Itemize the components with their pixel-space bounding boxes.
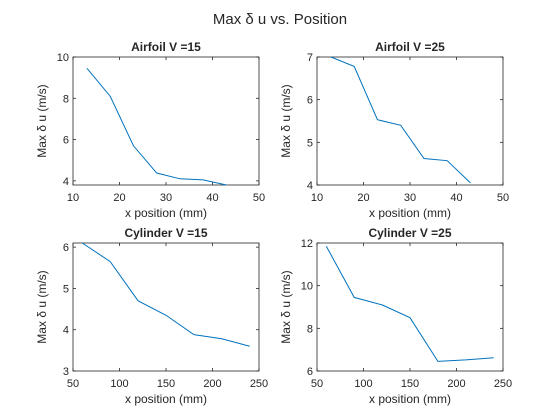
x-tick-label: 50 <box>311 378 323 390</box>
x-tick-label: 150 <box>157 378 175 390</box>
x-tick-label: 50 <box>67 378 79 390</box>
y-tick-label: 4 <box>63 325 69 337</box>
x-tick-label: 50 <box>497 192 509 204</box>
data-point <box>422 157 425 160</box>
x-tick-label: 10 <box>67 192 79 204</box>
x-tick-label: 40 <box>206 192 218 204</box>
series-line-airfoil-v15 <box>86 68 227 186</box>
data-point <box>446 159 449 162</box>
y-axis-label: Max δ u (m/s) <box>279 84 293 157</box>
axes-box-airfoil-v25 <box>316 56 504 186</box>
data-point <box>178 177 181 180</box>
y-axis-label: Max δ u (m/s) <box>35 84 49 157</box>
data-point <box>109 260 112 263</box>
series-line-cylinder-v15 <box>82 242 250 347</box>
y-tick-label: 5 <box>307 137 313 149</box>
axes-box-airfoil-v15 <box>72 56 260 186</box>
subplot-title: Airfoil V =25 <box>375 40 445 54</box>
y-tick-label: 7 <box>307 52 313 64</box>
data-point <box>248 345 251 348</box>
data-point <box>381 303 384 306</box>
subplot-title: Cylinder V =25 <box>368 226 451 240</box>
data-point <box>376 118 379 121</box>
y-tick-label: 10 <box>301 281 313 293</box>
x-tick-label: 50 <box>253 192 265 204</box>
series-line-airfoil-v25 <box>330 56 471 184</box>
x-axis-label: x position (mm) <box>125 206 207 220</box>
y-tick-label: 4 <box>63 176 69 188</box>
x-tick-label: 200 <box>203 378 221 390</box>
series-line-cylinder-v25 <box>325 245 494 362</box>
data-point <box>329 56 332 59</box>
x-tick-label: 200 <box>447 378 465 390</box>
data-point <box>137 299 140 302</box>
y-tick-label: 5 <box>63 283 69 295</box>
data-point <box>469 181 472 184</box>
subplot-airfoil-v25: 10 20 30 40 50 4 5 6 7 Airfoil V =25 x position (m… <box>279 40 509 220</box>
axes-box-cylinder-v25 <box>316 242 504 372</box>
subplot-title: Airfoil V =15 <box>131 40 201 54</box>
x-tick-label: 100 <box>354 378 372 390</box>
data-point <box>155 172 158 175</box>
y-tick-label: 4 <box>307 180 313 192</box>
subplot-title: Cylinder V =15 <box>124 226 207 240</box>
data-point <box>353 65 356 68</box>
data-point <box>202 178 205 181</box>
x-tick-label: 10 <box>311 192 323 204</box>
data-point <box>132 144 135 147</box>
y-axis-label: Max δ u (m/s) <box>279 270 293 343</box>
data-point <box>399 124 402 127</box>
y-tick-label: 10 <box>57 52 69 64</box>
data-point <box>220 337 223 340</box>
figure-title: Max δ u vs. Position <box>213 11 347 28</box>
x-tick-label: 30 <box>404 192 416 204</box>
subplot-airfoil-v15: 10 20 30 40 50 4 6 8 10 Airfoil V =15 x position (… <box>35 40 265 220</box>
x-tick-label: 250 <box>494 378 512 390</box>
data-point <box>225 184 228 187</box>
x-axis-label: x position (mm) <box>369 206 451 220</box>
x-tick-label: 40 <box>450 192 462 204</box>
y-tick-label: 12 <box>301 238 313 250</box>
y-tick-label: 8 <box>307 323 313 335</box>
data-point <box>325 245 328 248</box>
data-point <box>409 316 412 319</box>
x-tick-label: 20 <box>357 192 369 204</box>
y-tick-label: 3 <box>63 366 69 378</box>
y-tick-label: 6 <box>63 135 69 147</box>
data-point <box>492 356 495 359</box>
subplot-cylinder-v25: 50 100 150 200 250 6 8 10 12 Cylinder V =25 x posi… <box>279 226 512 406</box>
y-tick-label: 6 <box>307 366 313 378</box>
y-tick-label: 8 <box>63 93 69 105</box>
data-point <box>464 358 467 361</box>
x-tick-label: 20 <box>113 192 125 204</box>
data-point <box>81 242 84 245</box>
data-point <box>109 95 112 98</box>
x-axis-label: x position (mm) <box>125 392 207 406</box>
x-tick-label: 30 <box>160 192 172 204</box>
x-axis-label: x position (mm) <box>369 392 451 406</box>
y-tick-label: 6 <box>63 242 69 254</box>
data-point <box>165 314 168 317</box>
y-axis-label: Max δ u (m/s) <box>35 270 49 343</box>
data-point <box>192 333 195 336</box>
x-tick-label: 250 <box>250 378 268 390</box>
x-tick-label: 100 <box>110 378 128 390</box>
data-point <box>353 296 356 299</box>
data-point <box>436 360 439 363</box>
subplot-cylinder-v15: 50 100 150 200 250 3 4 5 6 Cylinder V =15 x positi… <box>35 226 268 406</box>
y-tick-label: 6 <box>307 95 313 107</box>
axes-box-cylinder-v15 <box>72 242 260 372</box>
x-tick-label: 150 <box>401 378 419 390</box>
data-point <box>85 67 88 70</box>
